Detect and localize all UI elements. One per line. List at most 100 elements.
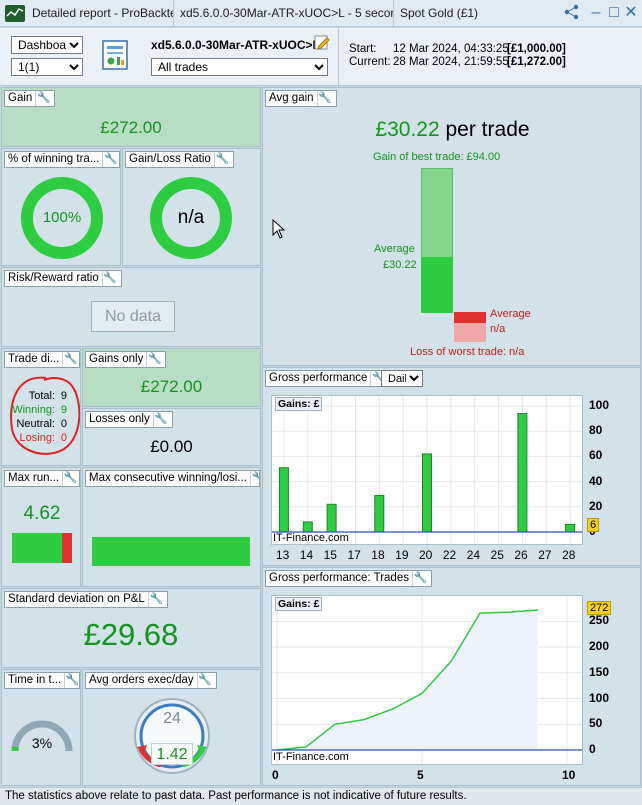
wrench-icon[interactable]: 🔧 bbox=[62, 352, 78, 367]
bar-14 bbox=[302, 521, 313, 533]
wrench-icon[interactable]: 🔧 bbox=[102, 152, 118, 167]
trade-dist-tab[interactable]: Trade di... 🔧 bbox=[4, 351, 80, 368]
header-system-name: xd5.6.0.0-30Mar-ATR-xUOC>L bbox=[151, 38, 320, 52]
maximize-icon[interactable]: □ bbox=[609, 4, 619, 21]
time-in-panel: Time in t... 🔧 3% bbox=[1, 669, 81, 786]
gross-trades-plot bbox=[272, 596, 582, 764]
instrument-title: Spot Gold (£1) bbox=[400, 6, 479, 20]
y-tick-label: 20 bbox=[589, 498, 603, 513]
close-icon[interactable]: ✕ bbox=[624, 4, 638, 21]
losses-only-tab[interactable]: Losses only 🔧 bbox=[85, 411, 173, 428]
avg-orders-tab[interactable]: Avg orders exec/day 🔧 bbox=[85, 672, 217, 689]
wrench-icon[interactable]: 🔧 bbox=[101, 271, 118, 286]
view-select[interactable]: Dashboard bbox=[11, 36, 83, 54]
trade-dist-total-label: Total: bbox=[28, 390, 55, 402]
start-label: Start: bbox=[349, 43, 377, 55]
share-icon[interactable] bbox=[562, 3, 582, 23]
y-tick-label: 40 bbox=[589, 473, 603, 488]
wrench-icon[interactable]: 🔧 bbox=[62, 471, 78, 486]
x-tick-label: 0 bbox=[272, 768, 279, 782]
trade-dist-highlight bbox=[6, 374, 80, 458]
gross-trades-last-badge: 272 bbox=[587, 601, 612, 615]
edit-pencil-icon[interactable] bbox=[314, 35, 330, 51]
gross-trades-tab[interactable]: Gross performance: Trades 🔧 bbox=[265, 570, 432, 587]
avg-gain-suffix: per trade bbox=[445, 118, 530, 141]
wrench-icon[interactable]: 🔧 bbox=[213, 152, 230, 167]
x-tick-label: 5 bbox=[417, 768, 424, 782]
x-tick-label: 24 bbox=[466, 548, 481, 562]
riskreward-title: Risk/Reward ratio bbox=[8, 272, 99, 284]
max-consec-tab[interactable]: Max consecutive winning/losi...🔧 bbox=[85, 470, 260, 487]
y-tick-label: 0 bbox=[589, 742, 596, 756]
gains-only-panel: Gains only 🔧 £272.00 bbox=[82, 348, 261, 407]
wrench-icon[interactable]: 🔧 bbox=[316, 91, 332, 106]
max-run-loss-bar bbox=[62, 533, 72, 563]
trade-dist-losing-label: Losing: bbox=[19, 432, 55, 444]
y-tick-label: 100 bbox=[589, 398, 610, 412]
page-select[interactable]: 1(1) bbox=[11, 58, 83, 76]
max-run-tab[interactable]: Max run... 🔧 bbox=[4, 470, 80, 487]
wrench-icon[interactable]: 🔧 bbox=[64, 673, 80, 688]
gains-only-tab[interactable]: Gains only 🔧 bbox=[85, 351, 167, 368]
wrench-icon[interactable]: 🔧 bbox=[196, 673, 212, 688]
loss-avg-bar bbox=[454, 312, 486, 323]
x-tick-label: 19 bbox=[395, 548, 409, 562]
clock-label: 24 bbox=[163, 710, 181, 727]
bar-26 bbox=[517, 413, 528, 533]
avg-gain-value: £30.22 bbox=[375, 118, 440, 141]
max-consec-title: Max consecutive winning/losi... bbox=[89, 472, 247, 484]
trades-select[interactable]: All trades bbox=[151, 58, 328, 76]
stddev-title: Standard deviation on P&L bbox=[8, 593, 145, 605]
minimize-icon[interactable]: – bbox=[591, 4, 601, 21]
best-trade-label: Gain of best trade: £94.00 bbox=[373, 151, 501, 163]
time-in-title: Time in t... bbox=[8, 674, 62, 686]
wrench-icon[interactable]: 🔧 bbox=[146, 352, 162, 367]
wrench-icon[interactable]: 🔧 bbox=[249, 471, 259, 486]
trade-dist-neutral-label: Neutral: bbox=[16, 418, 55, 430]
gross-trades-watermark: IT-Finance.com bbox=[273, 751, 349, 763]
time-in-gauge bbox=[11, 720, 73, 754]
gross-perf-panel: Gross performance 🔧 Daily Gains: £ IT-Fin… bbox=[262, 367, 641, 566]
winning-value: 100% bbox=[33, 189, 91, 247]
gross-trades-panel: Gross performance: Trades 🔧 Gains: £ IT-F… bbox=[262, 567, 641, 786]
avg-orders-panel: Avg orders exec/day 🔧 24 1.42 bbox=[82, 669, 261, 786]
x-tick-label: 14 bbox=[299, 548, 314, 562]
current-label: Current: bbox=[349, 56, 391, 68]
avg-gain-tab[interactable]: Avg gain 🔧 bbox=[265, 90, 337, 107]
losses-only-value: £0.00 bbox=[150, 437, 193, 456]
winning-tab[interactable]: % of winning tra... 🔧 bbox=[4, 151, 120, 168]
wrench-icon[interactable]: 🔧 bbox=[35, 91, 51, 106]
window-title: Detailed report - ProBacktest bbox=[26, 0, 174, 27]
wrench-icon[interactable]: 🔧 bbox=[152, 412, 169, 427]
period-select[interactable]: Daily bbox=[381, 370, 423, 387]
gain-title: Gain bbox=[8, 92, 33, 104]
header-divider bbox=[338, 28, 339, 86]
gain-tab[interactable]: Gain 🔧 bbox=[4, 90, 56, 107]
trade-dist-total: 9 bbox=[60, 390, 67, 402]
bar-13 bbox=[278, 467, 289, 533]
x-tick-label: 10 bbox=[562, 768, 576, 782]
y-tick-label: 100 bbox=[589, 690, 610, 705]
losses-only-panel: Losses only 🔧 £0.00 bbox=[82, 408, 261, 466]
x-tick-label: 28 bbox=[562, 548, 576, 562]
disclaimer-footer: The statistics above relate to past data… bbox=[0, 787, 642, 805]
gainloss-panel: Gain/Loss Ratio 🔧 n/a bbox=[122, 148, 261, 266]
trade-dist-panel: Trade di... 🔧 Total: 9 Winning: 9 Neutral… bbox=[1, 348, 81, 466]
gross-perf-chart: Gains: £ IT-Finance.com bbox=[271, 395, 583, 545]
trade-dist-title: Trade di... bbox=[8, 353, 60, 365]
avg-gain-label: Average bbox=[374, 243, 415, 255]
wrench-icon[interactable]: 🔧 bbox=[411, 571, 428, 586]
gross-trades-x-axis: 0 5 10 bbox=[271, 766, 583, 784]
report-icon[interactable] bbox=[100, 39, 132, 73]
wrench-icon[interactable]: 🔧 bbox=[147, 592, 164, 607]
loss-avg-label: Average bbox=[490, 308, 531, 320]
loss-avg-value: n/a bbox=[490, 323, 506, 335]
time-in-tab[interactable]: Time in t... 🔧 bbox=[4, 672, 80, 689]
x-tick-label: 13 bbox=[275, 548, 290, 562]
gross-perf-tab[interactable]: Gross performance 🔧 bbox=[265, 370, 391, 387]
stddev-tab[interactable]: Standard deviation on P&L 🔧 bbox=[4, 591, 168, 608]
max-consec-panel: Max consecutive winning/losi...🔧 bbox=[82, 467, 261, 587]
gross-perf-gains-tag: Gains: £ bbox=[275, 397, 323, 411]
gainloss-tab[interactable]: Gain/Loss Ratio 🔧 bbox=[125, 151, 234, 168]
riskreward-tab[interactable]: Risk/Reward ratio 🔧 bbox=[4, 270, 122, 287]
